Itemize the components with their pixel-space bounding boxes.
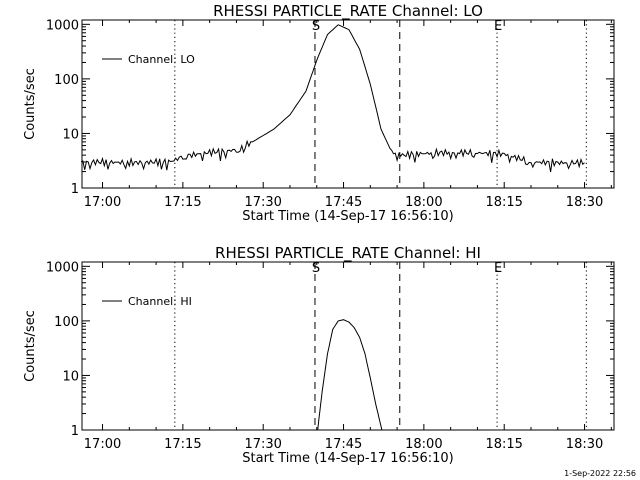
hi-channel-panel: RHESSI PARTICLE_RATE Channel: HI 17:00 17:… [23,244,615,466]
y-tick-label: 1 [71,182,79,197]
x-tick-label: 17:15 [164,195,201,210]
series-line-0 [317,319,383,431]
x-tick-label: 18:30 [566,195,603,210]
lo-channel-panel: RHESSI PARTICLE_RATE Channel: LO 17:00 17:… [23,2,615,224]
plot-frame [81,19,615,189]
legend-label: Channel: HI [128,295,192,308]
y-tick-label: 100 [54,73,79,88]
x-tick-label: 17:30 [244,437,281,452]
x-tick-label: 18:15 [485,195,522,210]
chart-title: RHESSI PARTICLE_RATE Channel: HI [215,244,481,263]
y-axis-label: Counts/sec [23,310,38,382]
event-line-label: E [494,261,502,276]
x-tick-label: 17:15 [164,437,201,452]
y-tick-label: 10 [62,369,79,384]
footer-timestamp: 1-Sep-2022 22:56 [564,469,636,478]
y-tick-label: 1000 [46,260,79,275]
y-tick-label: 100 [54,315,79,330]
event-line-label: S [312,19,320,34]
event-line-label: E [494,19,502,34]
legend-label: Channel: LO [128,53,195,66]
chart-title: RHESSI PARTICLE_RATE Channel: LO [213,2,483,21]
x-tick-label: 17:00 [84,437,121,452]
plot-frame [81,261,615,431]
x-tick-label: 18:00 [405,195,442,210]
x-tick-label: 18:00 [405,437,442,452]
y-axis-label: Counts/sec [23,68,38,140]
event-line-label: S [312,261,320,276]
x-tick-label: 18:15 [485,437,522,452]
x-tick-label: 17:00 [84,195,121,210]
x-axis-label: Start Time (14-Sep-17 16:56:10) [242,451,453,466]
x-tick-label: 17:45 [325,195,362,210]
y-tick-label: 10 [62,127,79,142]
x-tick-label: 18:30 [566,437,603,452]
y-tick-label: 1000 [46,18,79,33]
series-line-0 [80,24,585,173]
x-axis-label: Start Time (14-Sep-17 16:56:10) [242,209,453,224]
x-tick-label: 17:45 [325,437,362,452]
x-tick-label: 17:30 [244,195,281,210]
y-tick-label: 1 [71,424,79,439]
